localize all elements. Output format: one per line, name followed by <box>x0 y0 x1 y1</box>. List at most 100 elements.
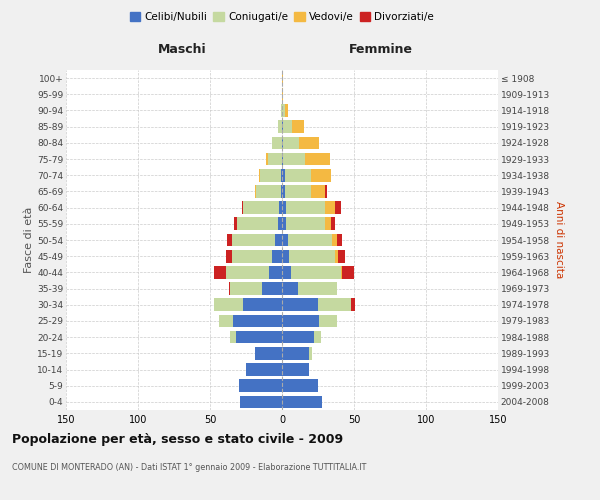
Bar <box>286 202 325 214</box>
Bar <box>229 282 230 295</box>
Bar <box>282 202 286 214</box>
Bar <box>285 104 288 117</box>
Text: COMUNE DI MONTERADO (AN) - Dati ISTAT 1° gennaio 2009 - Elaborazione TUTTITALIA.: COMUNE DI MONTERADO (AN) - Dati ISTAT 1°… <box>12 462 367 471</box>
Bar <box>338 250 346 262</box>
Bar <box>282 266 290 278</box>
Bar <box>278 120 282 133</box>
Bar <box>298 282 337 295</box>
Bar <box>283 136 299 149</box>
Bar <box>282 396 322 408</box>
Bar <box>282 347 310 360</box>
Bar <box>282 72 283 85</box>
Bar <box>282 185 285 198</box>
Bar <box>314 331 321 344</box>
Text: Popolazione per età, sesso e stato civile - 2009: Popolazione per età, sesso e stato civil… <box>12 432 343 446</box>
Bar <box>259 169 260 181</box>
Bar <box>343 266 354 278</box>
Bar <box>254 185 256 198</box>
Bar <box>226 266 269 278</box>
Bar <box>240 396 282 408</box>
Bar <box>282 218 286 230</box>
Bar <box>288 234 332 246</box>
Bar <box>311 169 331 181</box>
Bar <box>325 218 331 230</box>
Bar <box>285 169 311 181</box>
Bar <box>243 202 279 214</box>
Bar <box>283 152 305 166</box>
Bar <box>214 298 243 311</box>
Bar <box>331 218 335 230</box>
Bar <box>218 314 233 328</box>
Bar <box>230 282 262 295</box>
Bar <box>282 282 298 295</box>
Bar <box>266 152 268 166</box>
Bar <box>281 169 282 181</box>
Bar <box>278 218 282 230</box>
Bar <box>232 250 272 262</box>
Bar <box>226 250 232 262</box>
Bar <box>282 152 283 166</box>
Bar <box>256 185 281 198</box>
Bar <box>279 202 282 214</box>
Bar <box>242 202 243 214</box>
Bar <box>282 363 310 376</box>
Bar <box>311 185 325 198</box>
Bar <box>243 298 282 311</box>
Bar <box>282 380 318 392</box>
Bar <box>351 298 355 311</box>
Bar <box>232 234 275 246</box>
Bar <box>282 136 283 149</box>
Bar <box>227 234 232 246</box>
Bar <box>230 331 236 344</box>
Bar <box>318 298 351 311</box>
Y-axis label: Anni di nascita: Anni di nascita <box>554 202 564 278</box>
Bar <box>282 298 318 311</box>
Bar <box>214 266 226 278</box>
Bar <box>283 120 292 133</box>
Bar <box>260 169 281 181</box>
Bar <box>282 169 285 181</box>
Bar <box>282 104 285 117</box>
Bar <box>233 314 282 328</box>
Bar <box>246 363 282 376</box>
Bar <box>332 234 337 246</box>
Bar <box>335 250 338 262</box>
Bar <box>335 202 341 214</box>
Bar <box>325 185 326 198</box>
Bar <box>236 331 282 344</box>
Bar <box>289 250 335 262</box>
Bar <box>254 347 282 360</box>
Bar <box>282 234 288 246</box>
Bar <box>282 120 283 133</box>
Bar <box>299 136 319 149</box>
Bar <box>281 185 282 198</box>
Bar <box>305 152 329 166</box>
Bar <box>341 266 343 278</box>
Bar <box>290 266 341 278</box>
Bar <box>282 331 314 344</box>
Bar <box>235 218 238 230</box>
Text: Femmine: Femmine <box>349 44 413 57</box>
Bar <box>272 250 282 262</box>
Bar <box>325 202 335 214</box>
Bar <box>281 104 282 117</box>
Text: Maschi: Maschi <box>158 44 207 57</box>
Bar <box>239 380 282 392</box>
Bar <box>337 234 343 246</box>
Bar <box>272 136 282 149</box>
Bar <box>238 218 278 230</box>
Bar <box>310 347 312 360</box>
Bar <box>292 120 304 133</box>
Bar <box>269 266 282 278</box>
Legend: Celibi/Nubili, Coniugati/e, Vedovi/e, Divorziati/e: Celibi/Nubili, Coniugati/e, Vedovi/e, Di… <box>125 8 439 26</box>
Bar <box>319 314 337 328</box>
Bar <box>262 282 282 295</box>
Bar <box>282 314 319 328</box>
Bar <box>285 185 311 198</box>
Bar <box>286 218 325 230</box>
Bar <box>282 250 289 262</box>
Bar <box>282 88 283 101</box>
Bar <box>275 234 282 246</box>
Y-axis label: Fasce di età: Fasce di età <box>24 207 34 273</box>
Bar <box>268 152 282 166</box>
